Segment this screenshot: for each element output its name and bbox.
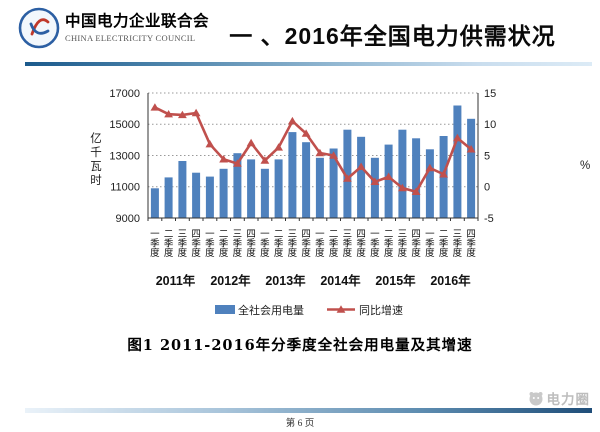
legend-line-label: 同比增速 (359, 303, 403, 317)
svg-text:三季度: 三季度 (288, 229, 298, 259)
svg-text:一季度: 一季度 (260, 229, 270, 259)
svg-text:四季度: 四季度 (356, 229, 366, 259)
cec-logo-icon (18, 7, 60, 49)
page-title: 一 、2016年全国电力供需状况 (229, 23, 556, 49)
svg-text:5: 5 (484, 150, 490, 162)
svg-text:2015年: 2015年 (375, 273, 416, 288)
svg-text:一季度: 一季度 (370, 229, 380, 259)
right-axis-labels: -5 0 5 10 15% (484, 88, 590, 225)
page-number: 第 6 页 (285, 419, 315, 429)
svg-text:0: 0 (484, 182, 490, 194)
svg-text:17000: 17000 (109, 88, 140, 100)
svg-text:10: 10 (484, 119, 496, 131)
svg-text:11000: 11000 (110, 182, 140, 194)
svg-text:2011年: 2011年 (156, 273, 196, 288)
watermark-text: 电力圈 (546, 392, 590, 407)
svg-text:-5: -5 (484, 213, 494, 225)
svg-text:2012年: 2012年 (210, 273, 251, 288)
year-labels: 2011年 2012年 2013年 2014年 2015年 2016年 (156, 273, 471, 288)
right-axis-title: % (580, 160, 590, 172)
svg-text:一季度: 一季度 (150, 229, 160, 259)
svg-text:瓦: 瓦 (90, 161, 102, 173)
chart-legend: 全社会用电量 同比增速 (215, 303, 403, 317)
svg-text:四季度: 四季度 (466, 229, 476, 259)
svg-text:三季度: 三季度 (398, 229, 408, 259)
svg-text:一季度: 一季度 (315, 229, 325, 259)
svg-text:时: 时 (90, 174, 102, 187)
org-logo-block: 中国电力企业联合会 CHINA ELECTRICITY COUNCIL (18, 7, 209, 49)
org-name-cn: 中国电力企业联合会 (65, 13, 210, 31)
svg-text:四季度: 四季度 (191, 229, 201, 259)
svg-text:9000: 9000 (116, 213, 140, 225)
svg-text:三季度: 三季度 (343, 229, 353, 259)
svg-text:千: 千 (90, 146, 102, 159)
svg-text:二季度: 二季度 (439, 229, 449, 259)
svg-text:二季度: 二季度 (164, 229, 174, 259)
svg-text:四季度: 四季度 (246, 229, 256, 259)
svg-text:13000: 13000 (109, 150, 140, 162)
svg-text:三季度: 三季度 (233, 229, 243, 259)
svg-text:二季度: 二季度 (274, 229, 284, 259)
figure-caption: 图1 2011-2016年分季度全社会用电量及其增速 (127, 337, 473, 354)
svg-text:2016年: 2016年 (430, 273, 471, 288)
legend-bar-swatch (215, 305, 235, 314)
svg-text:四季度: 四季度 (301, 229, 311, 259)
svg-text:三季度: 三季度 (453, 229, 463, 259)
svg-text:一季度: 一季度 (425, 229, 435, 259)
dianliquan-logo-icon (529, 392, 542, 406)
chart-area: 9000 11000 13000 15000 17000 亿千瓦时 -5 0 5 10 15% 一季度… (80, 85, 592, 331)
svg-text:亿: 亿 (90, 132, 102, 145)
svg-text:二季度: 二季度 (329, 229, 339, 259)
svg-text:二季度: 二季度 (219, 229, 229, 259)
svg-text:2013年: 2013年 (265, 273, 306, 288)
gridlines (148, 92, 478, 188)
growth-line (150, 103, 476, 195)
header-divider-band (25, 62, 592, 66)
footer-divider-band (25, 408, 592, 413)
axes (147, 93, 479, 221)
svg-text:三季度: 三季度 (178, 229, 188, 259)
left-axis-labels: 9000 11000 13000 15000 17000 (109, 88, 140, 225)
svg-text:二季度: 二季度 (384, 229, 394, 259)
legend-bar-label: 全社会用电量 (238, 303, 304, 317)
quarter-labels: 一季度二季度三季度四季度一季度二季度三季度四季度一季度二季度三季度四季度一季度二… (150, 229, 476, 259)
svg-text:四季度: 四季度 (411, 229, 421, 259)
svg-text:一季度: 一季度 (205, 229, 215, 259)
svg-text:15000: 15000 (109, 119, 140, 131)
org-name-en: CHINA ELECTRICITY COUNCIL (65, 32, 196, 43)
watermark: 电力圈 (528, 388, 591, 408)
svg-text:2014年: 2014年 (320, 273, 361, 288)
svg-text:15: 15 (484, 88, 496, 100)
